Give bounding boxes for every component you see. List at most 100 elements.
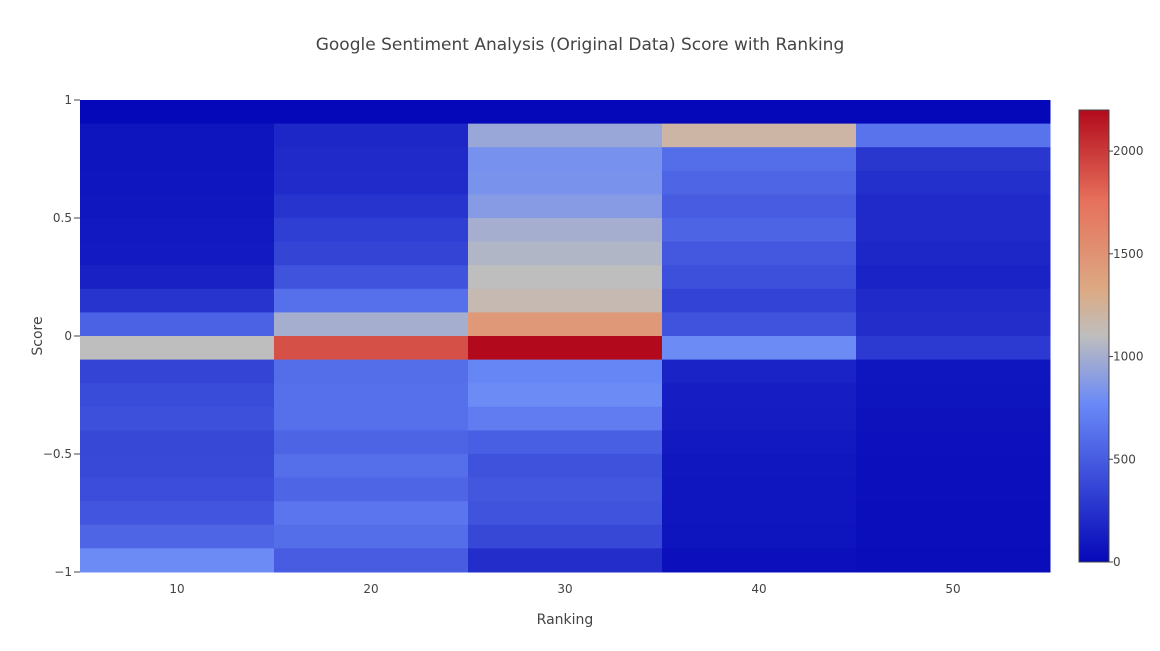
y-tick-label: −1 [54,565,72,579]
heatmap-cell [80,383,275,408]
heatmap-cell [468,100,663,125]
heatmap-cell [856,312,1051,337]
heatmap-cell [856,123,1051,148]
heatmap-cell [856,406,1051,431]
heatmap-cell [80,147,275,172]
heatmap-cell [856,430,1051,455]
heatmap-cell [80,548,275,573]
heatmap-cell [274,454,469,479]
heatmap-cell [274,524,469,549]
heatmap-cell [80,100,275,125]
heatmap-cell [274,100,469,125]
y-axis-ticks: 1 0.5 0 −0.5 −1 [43,93,80,579]
heatmap-cell [468,477,663,502]
heatmap-cell [80,430,275,455]
colorbar-tick-label: 1500 [1113,247,1144,261]
heatmap-cell [274,170,469,195]
heatmap-cell [662,218,857,243]
heatmap-cell [80,359,275,384]
heatmap-cell [274,123,469,148]
colorbar-tick-label: 0 [1113,555,1121,569]
heatmap-cell [80,241,275,266]
heatmap-cell [468,501,663,526]
heatmap-cell [80,194,275,219]
heatmap-cell [856,359,1051,384]
heatmap-cell [468,218,663,243]
heatmap-cell [662,430,857,455]
heatmap-cell [662,312,857,337]
heatmap-cell [274,548,469,573]
heatmap-cell [662,241,857,266]
heatmap-cell [274,359,469,384]
heatmap-cell [274,477,469,502]
heatmap-cell [856,501,1051,526]
x-axis-label: Ranking [537,612,594,628]
x-tick-label: 50 [945,582,960,596]
heatmap-cell [468,548,663,573]
heatmap-cell [468,241,663,266]
heatmap-cell [468,430,663,455]
heatmap-cell [662,265,857,290]
colorbar-ticks: 0 500 1000 1500 2000 [1109,144,1144,569]
heatmap-cell [662,359,857,384]
heatmap-cell [274,194,469,219]
heatmap-cell [468,406,663,431]
heatmap-cell [856,454,1051,479]
heatmap-cell [80,123,275,148]
heatmap-cell [662,336,857,361]
heatmap-cell [468,312,663,337]
x-axis-ticks: 10 20 30 40 50 [169,582,960,596]
heatmap-cell [274,406,469,431]
colorbar: 0 500 1000 1500 2000 [1078,109,1144,569]
heatmap-cell [468,454,663,479]
heatmap-cell [856,100,1051,125]
heatmap-cell [468,123,663,148]
heatmap-cell [662,194,857,219]
heatmap-cell [80,312,275,337]
heatmap-cell [80,406,275,431]
heatmap-cell [662,100,857,125]
heatmap-cell [662,170,857,195]
heatmap-cell [274,430,469,455]
colorbar-tick-label: 500 [1113,452,1136,466]
chart-title: Google Sentiment Analysis (Original Data… [316,35,845,55]
heatmap-cell [80,288,275,313]
y-axis-label: Score [30,316,46,355]
y-tick-label: 0.5 [53,211,72,225]
heatmap-cell [468,336,663,361]
heatmap-cell [662,501,857,526]
heatmap-cell [856,477,1051,502]
heatmap-cell [274,336,469,361]
heatmap-cell [856,548,1051,573]
heatmap-cell [468,524,663,549]
heatmap-cell [274,288,469,313]
heatmap-cell [856,241,1051,266]
colorbar-gradient [1078,109,1110,563]
heatmap-cell [468,288,663,313]
x-tick-label: 10 [169,582,184,596]
heatmap-cell [662,147,857,172]
y-tick-label: −0.5 [43,447,72,461]
heatmap-cell [274,241,469,266]
heatmap-cell [468,170,663,195]
heatmap-cell [80,524,275,549]
heatmap-cell [274,147,469,172]
heatmap-cell [274,383,469,408]
heatmap-cell [468,265,663,290]
heatmap-cell [856,170,1051,195]
y-tick-label: 0 [64,329,72,343]
heatmap-cell [274,265,469,290]
x-tick-label: 40 [751,582,766,596]
heatmap-cell [856,336,1051,361]
heatmap-cell [856,218,1051,243]
heatmap-cell [856,194,1051,219]
heatmap-cell [468,359,663,384]
heatmap-cell [662,406,857,431]
heatmap-cell [80,170,275,195]
heatmap-cell [662,123,857,148]
heatmap-cell [662,454,857,479]
heatmap-cell [662,288,857,313]
heatmap-cell [80,218,275,243]
heatmap-cell [468,383,663,408]
heatmap-cell [80,477,275,502]
